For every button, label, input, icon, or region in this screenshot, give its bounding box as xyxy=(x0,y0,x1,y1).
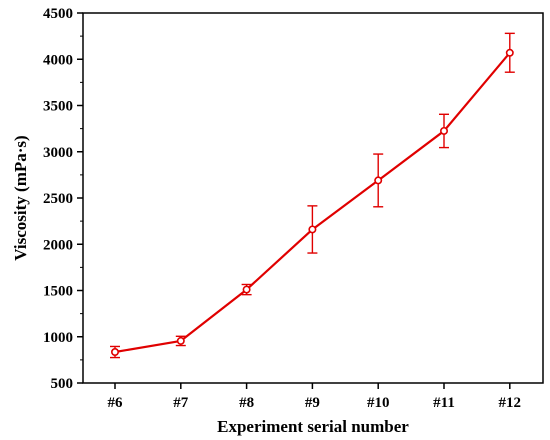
plot-frame xyxy=(82,12,544,384)
y-axis-label: Viscosity (mPa·s) xyxy=(11,135,30,260)
data-point xyxy=(505,48,514,57)
x-tick-label: #11 xyxy=(433,395,455,411)
x-tick-label: #7 xyxy=(173,395,189,411)
data-points xyxy=(111,48,514,357)
data-point xyxy=(111,348,120,357)
x-axis: #6 #7 #8 #9 #10 #11 #12 xyxy=(108,383,522,411)
y-tick-label: 3000 xyxy=(43,145,73,161)
data-point xyxy=(439,126,448,135)
x-tick-label: #6 xyxy=(108,395,124,411)
y-tick-label: 1000 xyxy=(43,330,73,346)
y-tick-label: 2500 xyxy=(43,191,73,207)
y-tick-label: 4000 xyxy=(43,52,73,68)
x-axis-label: Experiment serial number xyxy=(217,417,409,436)
y-tick-label: 500 xyxy=(51,376,74,392)
x-tick-label: #10 xyxy=(367,395,390,411)
x-tick-label: #12 xyxy=(499,395,522,411)
data-point xyxy=(242,285,251,294)
y-tick-label: 4500 xyxy=(43,6,73,22)
x-tick-label: #9 xyxy=(305,395,320,411)
y-tick-label: 2000 xyxy=(43,237,73,253)
y-tick-label: 3500 xyxy=(43,99,73,115)
y-axis: 500 1000 1500 2000 2500 3000 3500 4000 4500 xyxy=(43,6,83,392)
y-tick-label: 1500 xyxy=(43,284,73,300)
data-point xyxy=(308,225,317,234)
x-tick-label: #8 xyxy=(239,395,254,411)
series-line xyxy=(114,52,511,354)
data-point xyxy=(176,336,185,345)
data-point xyxy=(374,176,383,185)
error-bars xyxy=(110,32,515,359)
